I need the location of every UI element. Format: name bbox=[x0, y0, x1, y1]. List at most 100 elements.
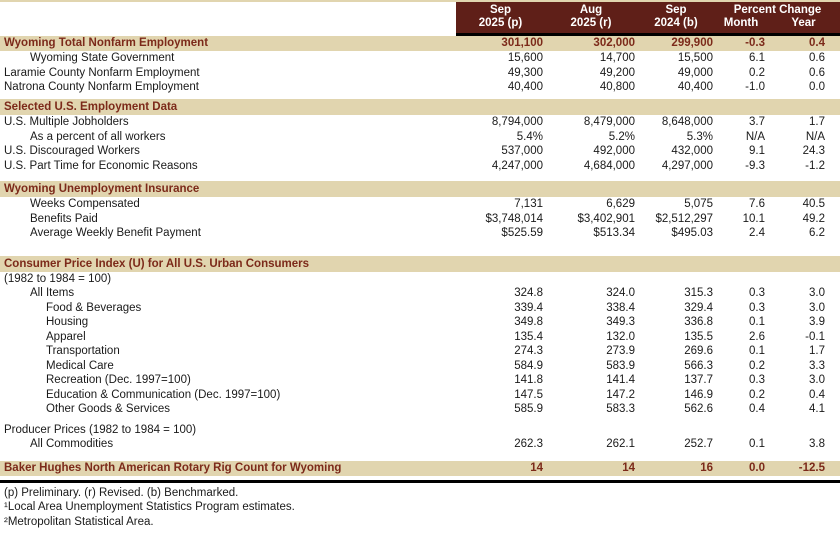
value-cell: 583.9 bbox=[606, 359, 635, 372]
footnotes: (p) Preliminary. (r) Revised. (b) Benchm… bbox=[0, 483, 840, 530]
value-cell: 15,500 bbox=[677, 52, 713, 64]
row-gap bbox=[0, 173, 840, 181]
value-cell: 0.1 bbox=[749, 316, 765, 328]
row-label: As a percent of all workers bbox=[30, 130, 166, 143]
column-header-month: Month bbox=[723, 17, 759, 29]
column-header-sep-2024: Sep 2024 (b) bbox=[637, 4, 715, 30]
section-header-row: Wyoming Unemployment Insurance bbox=[0, 181, 840, 197]
row-gap bbox=[0, 416, 840, 423]
row-label: Apparel bbox=[46, 330, 86, 343]
row-label: Education & Communication (Dec. 1997=100… bbox=[46, 388, 281, 401]
column-header-sep-2025: Sep 2025 (p) bbox=[456, 4, 545, 30]
row-label: Transportation bbox=[46, 345, 120, 357]
value-cell: 274.3 bbox=[514, 345, 543, 357]
value-cell: 0.3 bbox=[749, 301, 765, 314]
row-label: Wyoming Unemployment Insurance bbox=[4, 183, 200, 195]
value-cell: 301,100 bbox=[501, 37, 543, 49]
header-column-block: Sep 2025 (p) Aug 2025 (r) Sep 2024 (b) P… bbox=[456, 2, 840, 36]
value-cell: 137.7 bbox=[684, 374, 713, 386]
value-cell: 132.0 bbox=[606, 330, 635, 343]
value-cell: 10.1 bbox=[742, 212, 765, 225]
table-row: Food & Beverages 339.4 338.4 329.4 0.3 3.0 bbox=[0, 300, 840, 315]
value-cell: 15,600 bbox=[507, 52, 543, 64]
value-cell: 537,000 bbox=[501, 145, 543, 157]
table-row: Transportation 274.3 273.9 269.6 0.1 1.7 bbox=[0, 344, 840, 359]
section-header-row: Consumer Price Index (U) for All U.S. Ur… bbox=[0, 255, 840, 272]
value-cell: 562.6 bbox=[684, 403, 713, 415]
value-cell: $495.03 bbox=[671, 227, 713, 239]
value-cell: -12.5 bbox=[798, 461, 825, 474]
value-cell: 6.1 bbox=[749, 52, 765, 64]
value-cell: 4,297,000 bbox=[661, 159, 713, 172]
row-label: Medical Care bbox=[46, 359, 114, 372]
value-cell: 5,075 bbox=[684, 198, 713, 210]
value-cell: 1.7 bbox=[809, 345, 825, 357]
row-label: (1982 to 1984 = 100) bbox=[4, 272, 112, 285]
value-cell: 49,300 bbox=[507, 66, 543, 79]
column-header-month-line: Sep bbox=[489, 4, 512, 16]
value-cell: N/A bbox=[805, 130, 825, 143]
value-cell: 0.3 bbox=[749, 374, 765, 386]
value-cell: -9.3 bbox=[745, 159, 765, 172]
row-gap bbox=[0, 94, 840, 99]
value-cell: 0.2 bbox=[749, 359, 765, 372]
row-label: Wyoming State Government bbox=[30, 52, 175, 64]
value-cell: 14,700 bbox=[599, 52, 635, 64]
value-cell: 273.9 bbox=[606, 345, 635, 357]
table-row: As a percent of all workers 5.4% 5.2% 5.3% N… bbox=[0, 129, 840, 144]
table-row: U.S. Discouraged Workers 537,000 492,000 43… bbox=[0, 144, 840, 159]
value-cell: 0.4 bbox=[749, 403, 765, 415]
value-cell: 0.2 bbox=[749, 388, 765, 401]
column-header-year-line: 2024 (b) bbox=[654, 17, 698, 29]
row-label: Weeks Compensated bbox=[30, 198, 140, 210]
bottom-rule bbox=[0, 479, 840, 483]
value-cell: 8,794,000 bbox=[491, 116, 543, 128]
value-cell: -1.2 bbox=[805, 159, 825, 172]
row-label: Producer Prices (1982 to 1984 = 100) bbox=[4, 423, 197, 436]
footnote-msa: ²Metropolitan Statistical Area. bbox=[4, 515, 154, 528]
value-cell: 3.3 bbox=[809, 359, 825, 372]
value-cell: $513.34 bbox=[593, 227, 635, 239]
value-cell: 262.3 bbox=[514, 438, 543, 450]
value-cell: 315.3 bbox=[684, 287, 713, 299]
value-cell: 147.5 bbox=[514, 388, 543, 401]
value-cell: 566.3 bbox=[684, 359, 713, 372]
value-cell: N/A bbox=[745, 130, 765, 143]
value-cell: 0.0 bbox=[749, 461, 765, 474]
value-cell: 432,000 bbox=[671, 145, 713, 157]
table-body: Wyoming Total Nonfarm Employment 301,100 3… bbox=[0, 36, 840, 476]
value-cell: 299,900 bbox=[671, 37, 713, 49]
table-header: Sep 2025 (p) Aug 2025 (r) Sep 2024 (b) P… bbox=[0, 2, 840, 36]
value-cell: 3.7 bbox=[749, 116, 765, 128]
value-cell: 3.9 bbox=[809, 316, 825, 328]
value-cell: 7,131 bbox=[514, 198, 543, 210]
table-row: U.S. Part Time for Economic Reasons 4,247… bbox=[0, 158, 840, 173]
value-cell: 349.3 bbox=[606, 316, 635, 328]
table-row: Benefits Paid $3,748,014 $3,402,901 $2,512,… bbox=[0, 211, 840, 226]
table-row: Laramie County Nonfarm Employment 49,300 4… bbox=[0, 65, 840, 80]
table-row: Baker Hughes North American Rotary Rig C… bbox=[0, 460, 840, 476]
value-cell: 40.5 bbox=[802, 198, 825, 210]
value-cell: 0.6 bbox=[809, 52, 825, 64]
row-label: All Commodities bbox=[30, 438, 114, 450]
value-cell: 3.8 bbox=[809, 438, 825, 450]
value-cell: 0.1 bbox=[749, 345, 765, 357]
column-header-aug-2025: Aug 2025 (r) bbox=[545, 4, 637, 30]
footnote-abbreviations: (p) Preliminary. (r) Revised. (b) Benchm… bbox=[4, 486, 239, 499]
table-row: U.S. Multiple Jobholders 8,794,000 8,479,0… bbox=[0, 115, 840, 130]
value-cell: 492,000 bbox=[593, 145, 635, 157]
value-cell: 583.3 bbox=[606, 403, 635, 415]
value-cell: 2.6 bbox=[749, 330, 765, 343]
value-cell: -0.3 bbox=[745, 37, 765, 49]
table-row: Housing 349.8 349.3 336.8 0.1 3.9 bbox=[0, 315, 840, 330]
value-cell: 2.4 bbox=[749, 227, 765, 239]
footnote-laus: ¹Local Area Unemployment Statistics Prog… bbox=[4, 501, 295, 513]
value-cell: 5.4% bbox=[516, 130, 543, 143]
value-cell: 349.8 bbox=[514, 316, 543, 328]
value-cell: 3.0 bbox=[809, 301, 825, 314]
value-cell: 252.7 bbox=[684, 438, 713, 450]
value-cell: 6.2 bbox=[809, 227, 825, 239]
value-cell: 0.0 bbox=[809, 81, 825, 93]
row-gap bbox=[0, 451, 840, 461]
header-spacer bbox=[0, 2, 456, 36]
